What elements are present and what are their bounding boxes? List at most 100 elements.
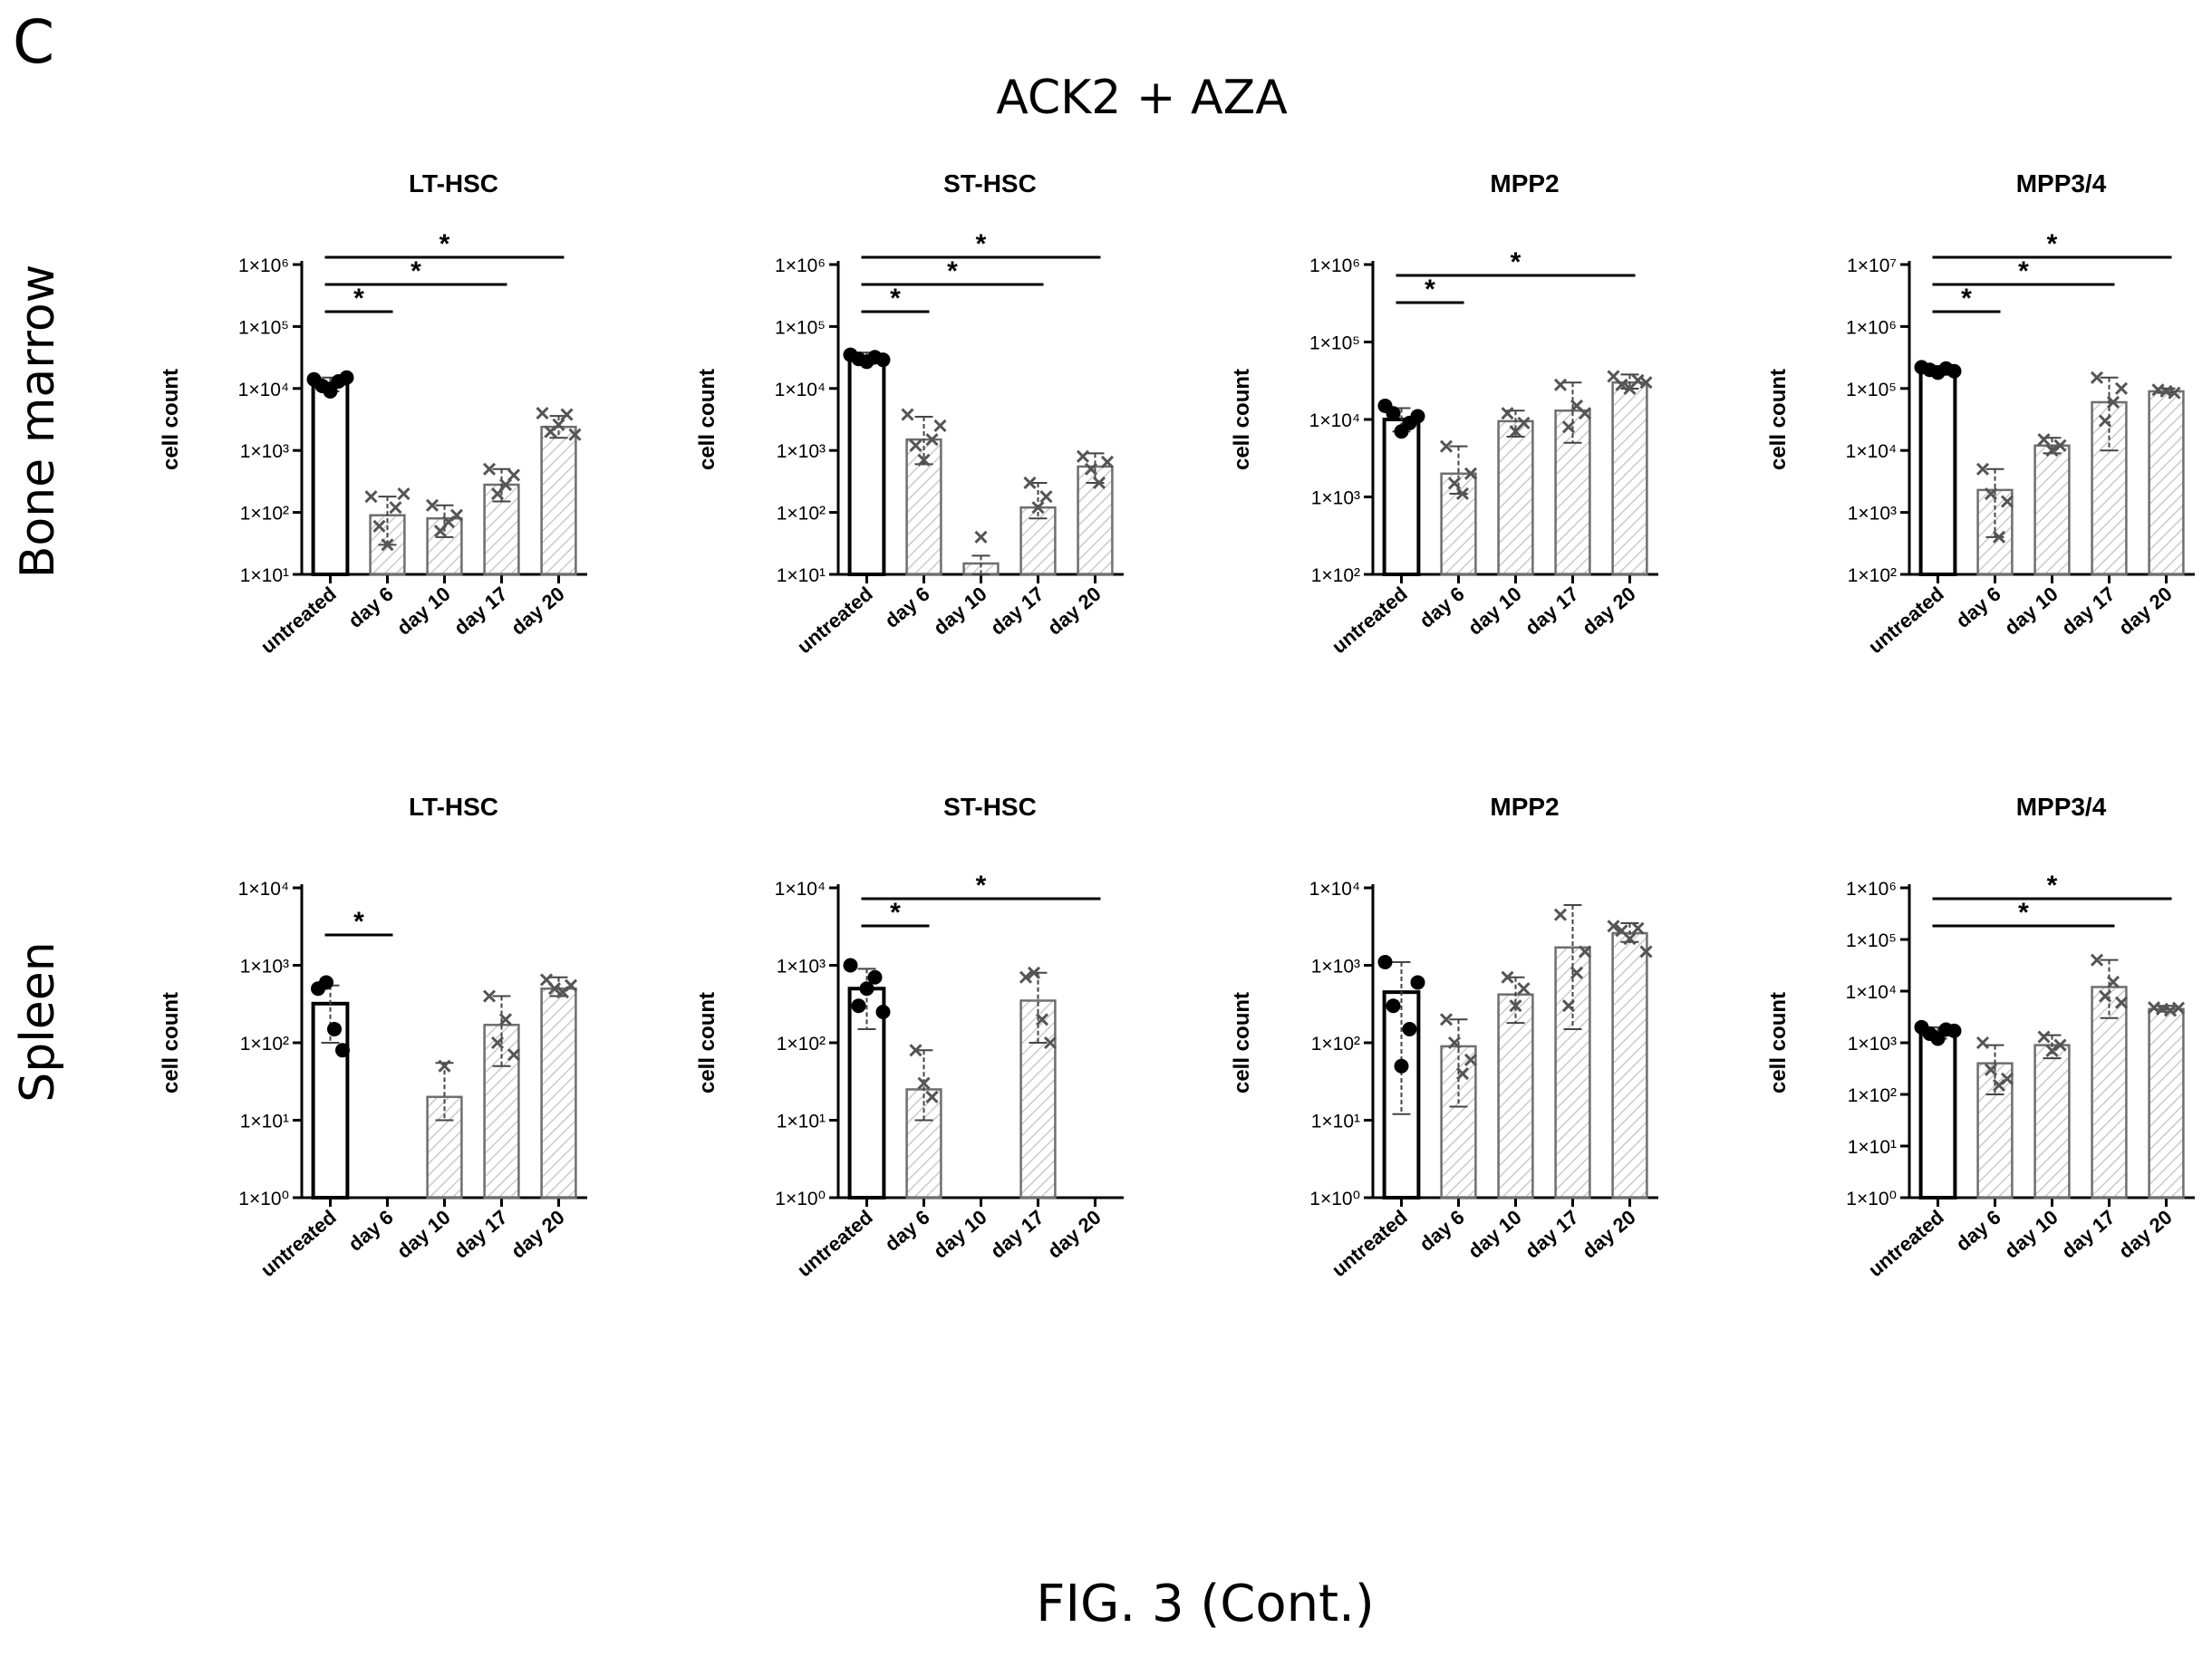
data-point bbox=[2053, 1038, 2067, 1052]
data-point bbox=[1377, 954, 1393, 969]
y-tick-label: 1×10³ bbox=[1311, 957, 1360, 978]
data-point bbox=[381, 538, 394, 552]
y-tick-label: 1×10⁴ bbox=[775, 879, 826, 900]
data-point bbox=[1027, 966, 1041, 979]
figure-caption: FIG. 3 (Cont.) bbox=[1036, 1575, 1375, 1633]
y-tick-label: 1×10⁰ bbox=[238, 1189, 289, 1209]
chart-title: ST-HSC bbox=[943, 169, 1037, 197]
significance-star: * bbox=[947, 256, 958, 286]
significance-star: * bbox=[353, 907, 364, 937]
y-tick-label: 1×10¹ bbox=[777, 565, 826, 586]
data-point bbox=[974, 530, 988, 544]
data-point bbox=[339, 370, 354, 385]
data-point bbox=[397, 487, 411, 501]
x-tick-label: day 20 bbox=[1043, 1206, 1106, 1263]
bar-untreated bbox=[1382, 418, 1421, 576]
data-point bbox=[507, 1048, 521, 1062]
significance-star: * bbox=[2047, 871, 2058, 901]
bar-day-10 bbox=[2033, 1044, 2071, 1199]
data-point bbox=[909, 1044, 922, 1057]
data-point bbox=[1578, 945, 1592, 959]
y-tick-label: 1×10² bbox=[240, 504, 289, 525]
data-point bbox=[2000, 1072, 2014, 1085]
bar-untreated bbox=[1918, 368, 1957, 576]
data-point bbox=[1386, 998, 1401, 1014]
x-tick-label: day 10 bbox=[2000, 1206, 2062, 1263]
chart-spleen-mpp2: MPP2 cell count 1×10⁰ 1×10¹ 1×10² 1×10³ 1×10⁴ u… bbox=[1230, 793, 1658, 1281]
bar-untreated bbox=[311, 1001, 350, 1200]
data-point bbox=[1031, 501, 1045, 515]
data-point bbox=[1447, 1036, 1462, 1050]
significance-star: * bbox=[2018, 898, 2029, 928]
y-tick-label: 1×10¹ bbox=[1848, 1137, 1897, 1158]
chart-title: MPP3/4 bbox=[2016, 169, 2107, 197]
data-point bbox=[1501, 970, 1514, 984]
y-tick-label: 1×10⁶ bbox=[238, 255, 289, 276]
y-axis-label: cell count bbox=[159, 992, 183, 1093]
chart-title: LT-HSC bbox=[409, 169, 498, 197]
x-tick-label: untreated bbox=[793, 583, 877, 659]
significance-star: * bbox=[976, 871, 987, 901]
data-point bbox=[1394, 1058, 1409, 1074]
bar-day-20 bbox=[2148, 1007, 2185, 1199]
y-tick-label: 1×10² bbox=[1848, 565, 1897, 586]
data-point bbox=[568, 428, 582, 441]
data-point bbox=[859, 981, 874, 997]
x-tick-label: untreated bbox=[1328, 1206, 1412, 1282]
x-tick-label: day 17 bbox=[2057, 1206, 2120, 1263]
significance-star: * bbox=[1511, 247, 1521, 277]
data-point bbox=[843, 958, 858, 973]
data-point bbox=[1463, 467, 1478, 480]
data-point bbox=[1402, 1021, 1417, 1036]
x-tick-label: untreated bbox=[256, 583, 341, 659]
y-tick-label: 1×10⁵ bbox=[1846, 930, 1897, 951]
y-tick-label: 1×10⁴ bbox=[1846, 441, 1897, 462]
y-tick-label: 1×10² bbox=[240, 1034, 289, 1055]
data-point bbox=[1455, 487, 1470, 501]
x-tick-label: day 10 bbox=[929, 1206, 991, 1263]
data-point bbox=[2045, 444, 2059, 458]
y-tick-label: 1×10² bbox=[1311, 565, 1360, 586]
x-tick-label: day 17 bbox=[449, 583, 512, 640]
data-point bbox=[2053, 438, 2067, 452]
data-point bbox=[319, 975, 333, 990]
data-point bbox=[1639, 376, 1653, 390]
x-tick-label: day 6 bbox=[881, 1206, 934, 1256]
y-tick-label: 1×10⁵ bbox=[1309, 333, 1360, 354]
bar-day-20 bbox=[540, 987, 577, 1199]
data-point bbox=[1439, 1013, 1454, 1026]
data-point bbox=[1623, 932, 1637, 946]
y-tick-label: 1×10⁵ bbox=[238, 317, 289, 338]
y-tick-label: 1×10⁰ bbox=[1309, 1189, 1360, 1209]
data-point bbox=[1463, 1053, 1478, 1067]
data-point bbox=[490, 1036, 505, 1050]
data-point bbox=[389, 501, 402, 515]
y-axis-label: cell count bbox=[1766, 992, 1791, 1093]
x-tick-label: day 20 bbox=[2114, 583, 2177, 640]
data-point bbox=[875, 1004, 891, 1019]
x-tick-label: day 6 bbox=[1415, 583, 1469, 632]
x-tick-label: day 17 bbox=[1521, 1206, 1583, 1263]
x-tick-label: day 17 bbox=[986, 583, 1048, 640]
y-tick-label: 1×10¹ bbox=[777, 1112, 826, 1132]
data-point bbox=[917, 1076, 931, 1090]
y-tick-label: 1×10⁴ bbox=[238, 879, 289, 900]
x-tick-label: day 6 bbox=[1415, 1206, 1469, 1256]
y-tick-label: 1×10⁶ bbox=[1846, 879, 1897, 900]
y-tick-label: 1×10¹ bbox=[1311, 1112, 1360, 1132]
x-tick-label: day 10 bbox=[392, 583, 455, 640]
y-tick-label: 1×10⁶ bbox=[1846, 317, 1897, 338]
data-point bbox=[1084, 462, 1098, 476]
chart-title: LT-HSC bbox=[409, 793, 498, 821]
data-point bbox=[1509, 999, 1522, 1013]
data-point bbox=[1517, 982, 1531, 996]
bar-day-17 bbox=[1019, 999, 1057, 1199]
x-tick-label: day 6 bbox=[1952, 583, 2005, 632]
y-axis-label: cell count bbox=[695, 992, 720, 1093]
x-tick-label: day 20 bbox=[1578, 1206, 1640, 1263]
bar-untreated bbox=[311, 381, 350, 576]
data-point bbox=[1992, 530, 2006, 544]
data-point bbox=[2114, 996, 2129, 1009]
data-point bbox=[1631, 921, 1645, 935]
